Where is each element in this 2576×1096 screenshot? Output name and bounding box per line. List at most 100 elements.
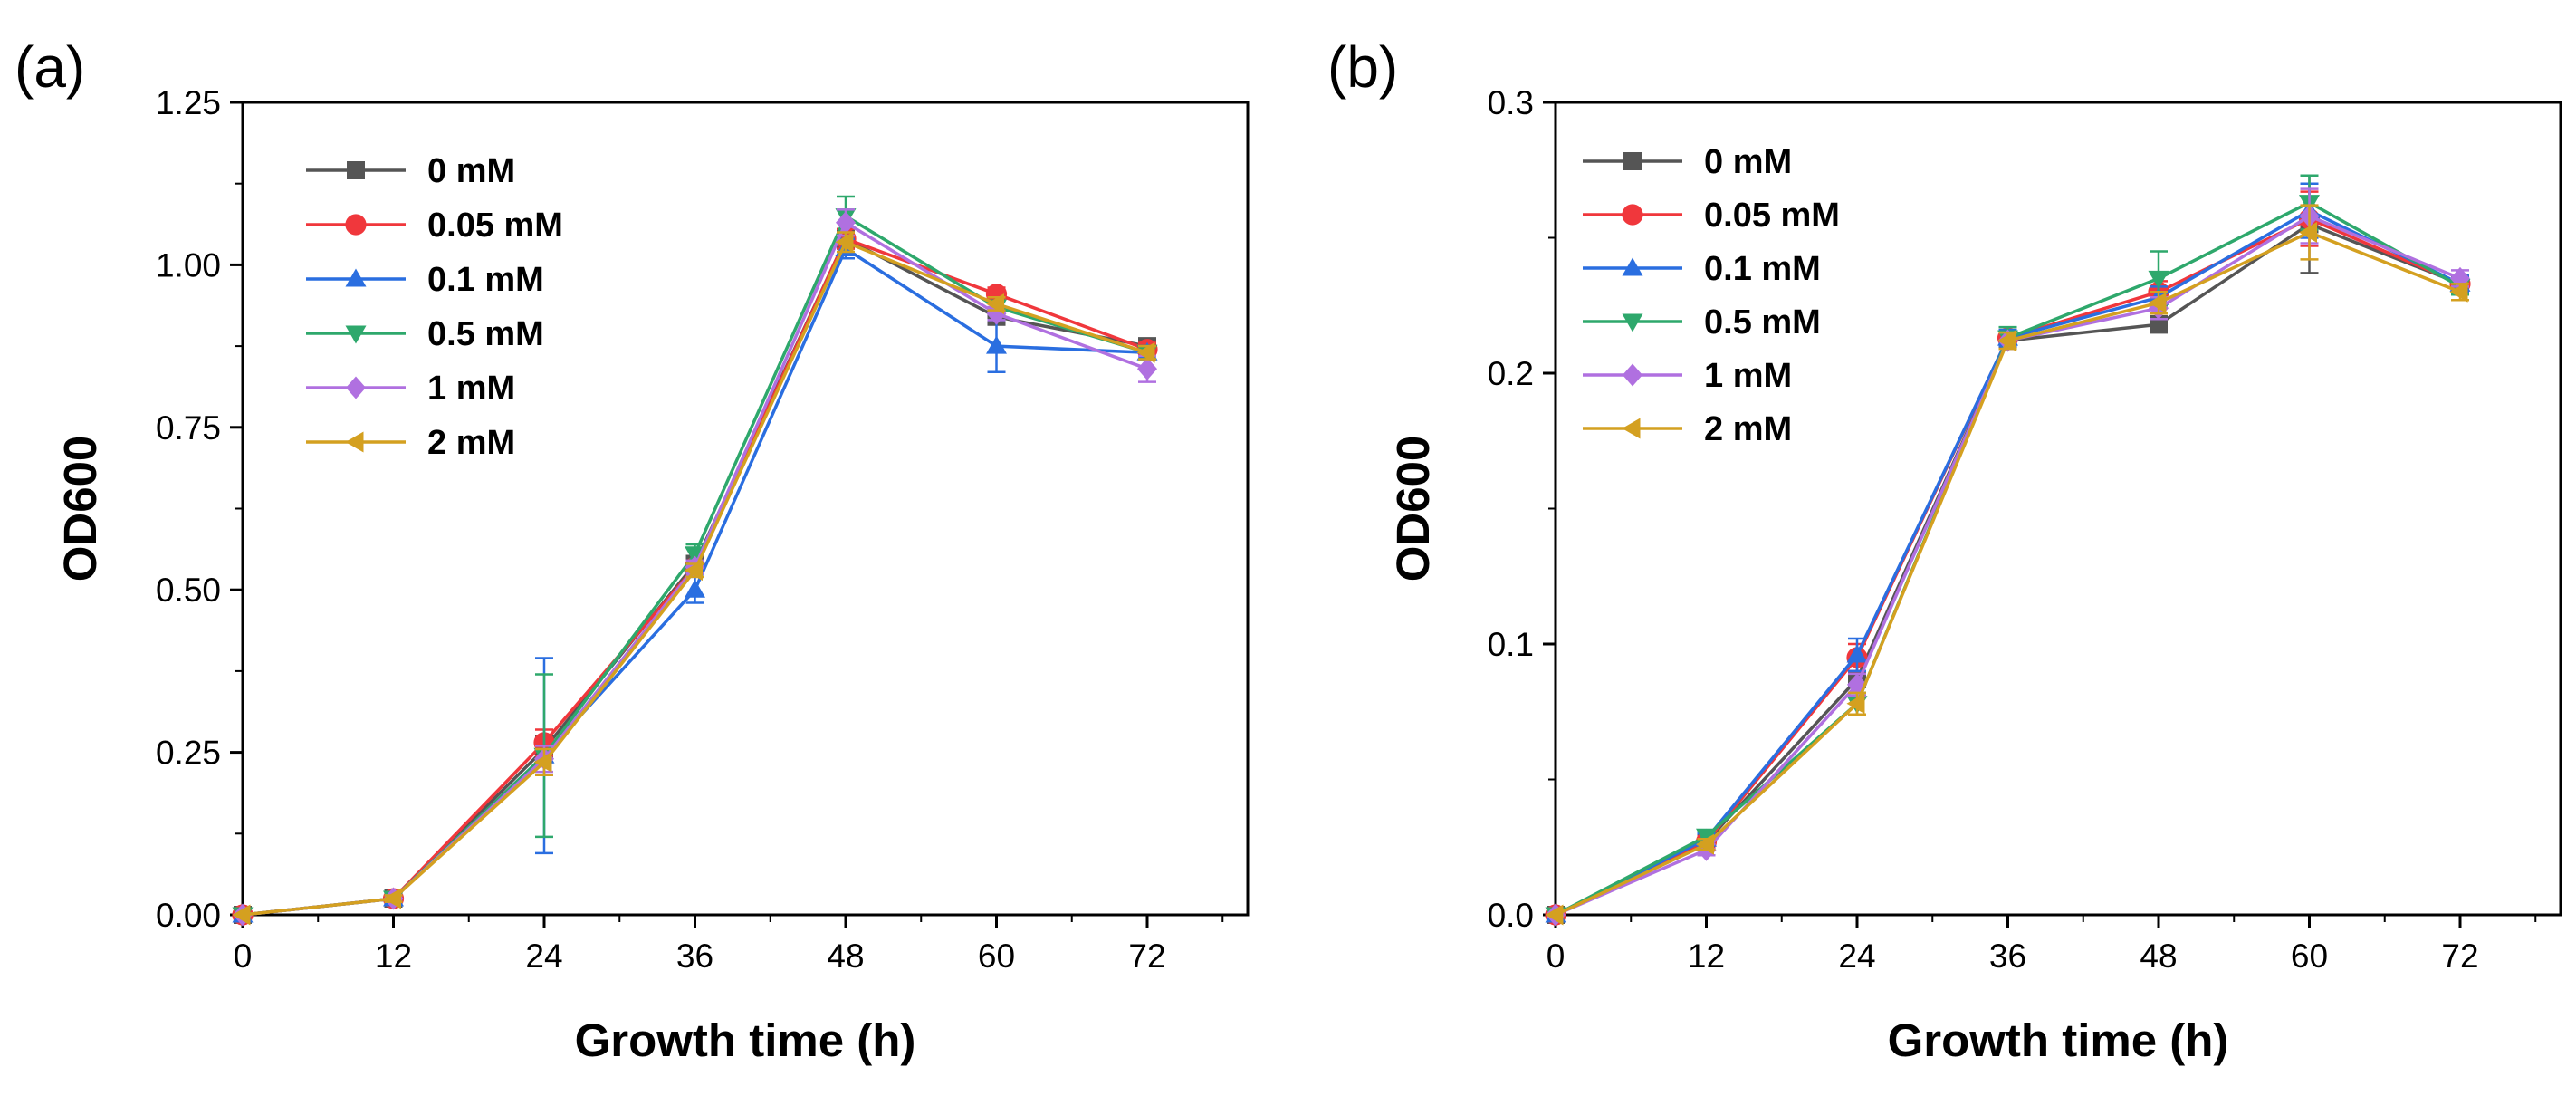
legend-marker bbox=[345, 214, 367, 236]
data-point bbox=[1137, 357, 1157, 380]
y-tick-label: 0.3 bbox=[1488, 84, 1534, 121]
x-tick-label: 60 bbox=[978, 937, 1015, 975]
data-point bbox=[1696, 833, 1714, 855]
legend-label: 0 mM bbox=[427, 152, 515, 190]
series-1-mm bbox=[1546, 187, 2470, 927]
y-tick-label: 0.25 bbox=[156, 735, 221, 772]
legend-marker bbox=[1623, 152, 1642, 170]
legend-label: 2 mM bbox=[1704, 410, 1792, 448]
legend-item: 0.05 mM bbox=[1583, 197, 1840, 235]
legend-label: 0.1 mM bbox=[427, 261, 544, 299]
data-point bbox=[383, 888, 401, 909]
data-point bbox=[986, 335, 1007, 354]
x-tick-label: 12 bbox=[375, 937, 412, 975]
legend-item: 1 mM bbox=[306, 370, 515, 408]
legend-item: 0.5 mM bbox=[1583, 303, 1821, 341]
x-tick-label: 72 bbox=[2441, 937, 2478, 975]
data-point bbox=[986, 293, 1004, 314]
x-tick-label: 48 bbox=[827, 937, 864, 975]
y-tick-label: 0.75 bbox=[156, 409, 221, 447]
panel-label: (b) bbox=[1327, 34, 1398, 100]
y-tick-label: 0.2 bbox=[1488, 355, 1534, 392]
data-point bbox=[835, 231, 854, 253]
y-tick-label: 1.00 bbox=[156, 246, 221, 284]
x-tick-label: 24 bbox=[525, 937, 562, 975]
legend-label: 0.05 mM bbox=[427, 207, 563, 245]
data-point bbox=[1846, 693, 1865, 715]
legend-item: 2 mM bbox=[306, 424, 515, 462]
x-tick-label: 0 bbox=[1547, 937, 1566, 975]
legend-marker bbox=[346, 376, 366, 399]
data-point bbox=[1997, 330, 2016, 351]
legend-marker bbox=[1622, 257, 1643, 276]
legend-item: 0 mM bbox=[306, 152, 515, 190]
x-axis-label: Growth time (h) bbox=[1888, 1014, 2229, 1066]
x-tick-label: 36 bbox=[1989, 937, 2026, 975]
panel-b: (b) 0 12 24 36 48 60 72 0.0 0.1 0.2 0.3 Growth time … bbox=[1327, 34, 2562, 1066]
y-axis-label: OD600 bbox=[54, 436, 106, 582]
data-point bbox=[2148, 292, 2167, 313]
legend-marker bbox=[345, 431, 364, 453]
y-tick-label: 0.1 bbox=[1488, 626, 1534, 663]
data-point bbox=[1545, 904, 1564, 926]
legend-label: 0 mM bbox=[1704, 143, 1792, 181]
legend-label: 1 mM bbox=[1704, 357, 1792, 395]
x-tick-label: 24 bbox=[1838, 937, 1875, 975]
series-line bbox=[1555, 200, 2461, 917]
data-point bbox=[232, 904, 251, 926]
data-point bbox=[2449, 281, 2468, 303]
legend-label: 1 mM bbox=[427, 370, 515, 408]
series-line bbox=[1555, 208, 2461, 917]
legend-marker bbox=[1622, 313, 1643, 332]
legend-item: 1 mM bbox=[1583, 357, 1792, 395]
panel-a: (a) 0 12 24 36 48 60 72 0.00 0.25 0.50 0.75 1.00 1.25… bbox=[14, 34, 1250, 1066]
y-tick-label: 0.00 bbox=[156, 897, 221, 934]
legend-marker bbox=[345, 325, 367, 344]
data-point bbox=[685, 546, 705, 565]
series-2-mm bbox=[1545, 204, 2469, 926]
data-point bbox=[1136, 341, 1155, 363]
series-0-1-mm bbox=[232, 237, 1158, 923]
series-2-mm bbox=[232, 231, 1156, 926]
legend-label: 0.5 mM bbox=[427, 315, 544, 353]
y-tick-label: 0.0 bbox=[1488, 897, 1534, 934]
series-0-5-mm bbox=[1545, 174, 2471, 926]
legend-item: 2 mM bbox=[1583, 410, 1792, 448]
data-point bbox=[685, 560, 703, 582]
y-axis-label: OD600 bbox=[1387, 436, 1439, 582]
x-tick-label: 36 bbox=[676, 937, 713, 975]
legend-label: 2 mM bbox=[427, 424, 515, 462]
data-point bbox=[2299, 222, 2317, 244]
legend-item: 0 mM bbox=[1583, 143, 1792, 181]
legend: 0 mM 0.05 mM 0.1 mM 0.5 mM 1 mM 2 mM bbox=[1583, 143, 1840, 448]
x-tick-label: 72 bbox=[1128, 937, 1165, 975]
legend-label: 0.5 mM bbox=[1704, 303, 1821, 341]
series-0-05-mm bbox=[1545, 190, 2471, 926]
legend-marker bbox=[1623, 363, 1642, 387]
legend-item: 0.1 mM bbox=[1583, 250, 1821, 288]
legend-marker bbox=[347, 161, 365, 179]
data-point bbox=[1696, 828, 1717, 847]
x-tick-label: 12 bbox=[1688, 937, 1725, 975]
data-point bbox=[533, 751, 552, 773]
series-0-mm bbox=[1547, 174, 2469, 924]
legend-item: 0.5 mM bbox=[306, 315, 544, 353]
legend-item: 0.05 mM bbox=[306, 207, 563, 245]
legend-marker bbox=[1622, 418, 1641, 439]
legend-label: 0.1 mM bbox=[1704, 250, 1821, 288]
y-tick-label: 1.25 bbox=[156, 84, 221, 121]
x-tick-label: 0 bbox=[234, 937, 253, 975]
panel-label: (a) bbox=[14, 34, 85, 100]
legend: 0 mM 0.05 mM 0.1 mM 0.5 mM 1 mM 2 mM bbox=[306, 152, 563, 462]
data-point bbox=[685, 579, 705, 598]
x-tick-label: 48 bbox=[2140, 937, 2177, 975]
series-line bbox=[1555, 216, 2461, 917]
y-tick-label: 0.50 bbox=[156, 572, 221, 609]
legend-marker bbox=[1622, 204, 1643, 226]
series-line bbox=[1555, 214, 2461, 917]
legend-label: 0.05 mM bbox=[1704, 197, 1840, 235]
legend-marker bbox=[345, 268, 367, 287]
data-point bbox=[1846, 644, 1868, 663]
data-point bbox=[2148, 270, 2169, 289]
